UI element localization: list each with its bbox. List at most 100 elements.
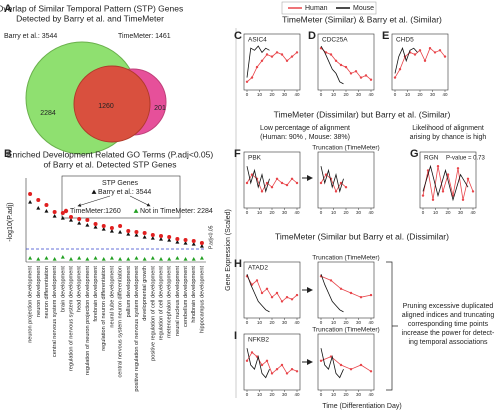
x-tick-label: 40 <box>294 210 300 215</box>
legend-label: Mouse <box>353 5 374 12</box>
x-tick-label: regulation of cell development <box>158 266 164 341</box>
point <box>118 230 123 234</box>
legend-marker <box>63 208 69 214</box>
point <box>418 49 422 52</box>
series-line <box>320 273 344 313</box>
gene-label: ASIC4 <box>248 37 267 44</box>
x-tick-label: 10 <box>405 92 411 97</box>
point <box>101 227 106 231</box>
venn-overlap <box>73 65 151 143</box>
x-tick-label: neuron development <box>36 266 42 317</box>
point <box>60 216 65 220</box>
plot-frame <box>317 33 375 91</box>
point <box>150 256 155 260</box>
point <box>109 229 114 233</box>
point <box>85 257 90 261</box>
point <box>199 256 204 260</box>
point <box>142 257 147 261</box>
section-header: TimeMeter (Dissimilar) but Barry et al. … <box>274 109 451 119</box>
x-tick-label: 0 <box>246 92 249 97</box>
point <box>199 241 204 245</box>
point <box>285 59 289 62</box>
point <box>134 256 139 260</box>
x-tick-label: 10 <box>331 92 337 97</box>
point <box>319 181 323 185</box>
point <box>413 53 417 56</box>
point <box>175 240 180 244</box>
point <box>280 300 284 303</box>
x-tick-label: 30 <box>356 210 362 215</box>
point <box>433 51 437 54</box>
plot-title: Truncation (TimeMeter) <box>312 255 379 262</box>
point <box>255 355 259 358</box>
x-tick-label: 20 <box>343 210 349 215</box>
point <box>167 238 172 242</box>
x-tick-label: 20 <box>417 92 423 97</box>
point <box>109 226 114 230</box>
point <box>260 59 264 62</box>
point <box>93 222 98 226</box>
x-tick-label: 0 <box>246 320 249 325</box>
point <box>461 198 465 201</box>
x-tick-label: pallium development <box>126 266 132 318</box>
point <box>36 198 41 202</box>
x-tick-label: 10 <box>331 392 337 397</box>
point <box>109 256 114 260</box>
point <box>270 372 274 375</box>
legend-box <box>281 1 377 15</box>
x-tick-label: 10 <box>257 210 263 215</box>
plot-frame <box>317 261 375 319</box>
x-tick-label: 30 <box>282 392 288 397</box>
point <box>295 181 299 185</box>
x-tick-label: neural nucleus development <box>175 266 181 336</box>
x-tick-label: 30 <box>282 92 288 97</box>
legend-marker <box>133 208 139 213</box>
note: Likelihood of alignment <box>412 125 484 132</box>
point <box>441 190 445 193</box>
section-header: TimeMeter (Similar but Barry et al. (Dis… <box>275 231 449 241</box>
point <box>101 224 106 228</box>
point <box>466 177 470 180</box>
point <box>428 47 432 50</box>
x-tick-label: 0 <box>422 210 425 215</box>
arrow <box>77 195 111 207</box>
point <box>191 257 196 261</box>
point <box>349 72 353 75</box>
venn-count: 1260 <box>98 103 114 110</box>
venn-count: 2284 <box>40 110 56 117</box>
x-tick-label: regulation of neuron projection developm… <box>85 266 91 376</box>
point <box>36 257 41 261</box>
point <box>270 296 274 299</box>
point <box>28 192 33 196</box>
legend-title: STP Genes <box>102 180 139 187</box>
legend-label: Not in TimeMeter: 2284 <box>140 208 213 215</box>
arrow <box>129 195 151 207</box>
point <box>285 296 289 299</box>
x-tick-label: central nervous system neuron differenti… <box>118 266 124 378</box>
point <box>443 55 447 58</box>
point <box>191 239 196 243</box>
x-tick-label: 20 <box>343 392 349 397</box>
point <box>334 190 338 193</box>
y-axis-label: Gene Expression (Scaled) <box>225 209 232 291</box>
note: increase the power for detect- <box>402 330 495 337</box>
point <box>280 181 284 185</box>
x-tick-label: neuron projection development <box>28 266 34 343</box>
point <box>290 55 294 58</box>
point <box>126 257 131 261</box>
point <box>369 293 373 297</box>
point <box>69 218 73 222</box>
x-tick-label: hippocampus development <box>199 266 205 333</box>
venn-count: 201 <box>154 105 166 112</box>
x-tick-label: 20 <box>269 92 275 97</box>
chart-subtitle: of Barry et al. Detected STP Genes <box>43 159 176 169</box>
point <box>339 181 343 185</box>
point <box>339 363 343 367</box>
point <box>270 55 274 58</box>
x-tick-label: hindbrain development <box>191 266 197 323</box>
series-line <box>246 45 270 78</box>
x-tick-label: neuron differentiation <box>44 266 50 318</box>
x-tick-label: forebrain development <box>93 266 99 322</box>
panel-label: D <box>308 30 316 42</box>
point <box>270 186 274 189</box>
